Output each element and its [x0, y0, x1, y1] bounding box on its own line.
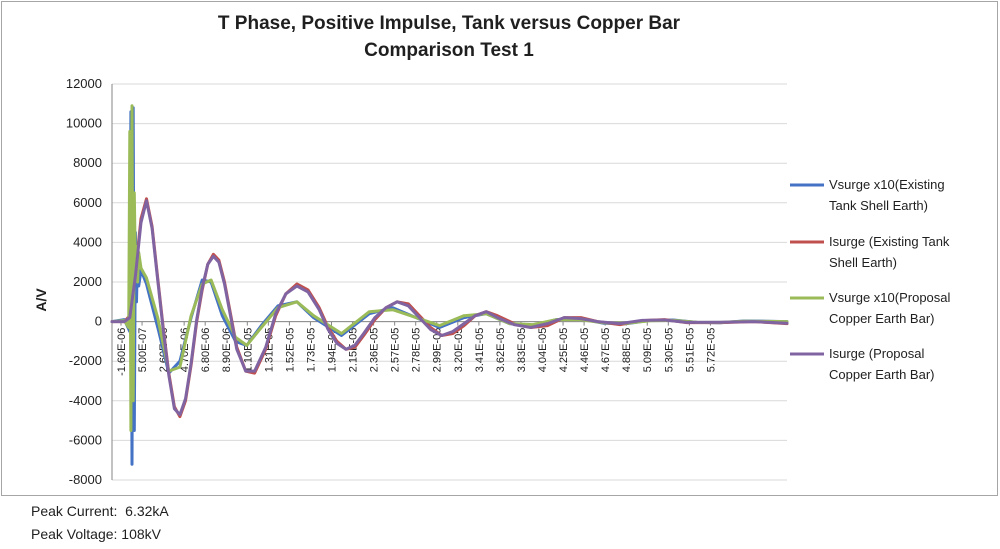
x-tick-label-12: 2.36E-05	[369, 328, 381, 373]
x-tick-label-17: 3.41E-05	[474, 328, 486, 373]
peak-current-note: Peak Current: 6.32kA	[31, 503, 169, 519]
x-tick-label-14: 2.78E-05	[411, 328, 423, 373]
legend-label-2: Vsurge x10(Proposal Copper Earth Bar)	[829, 290, 951, 326]
series-line-3	[110, 199, 789, 417]
y-tick-label-0: -8000	[69, 472, 102, 487]
x-tick-label-4: 6.80E-06	[200, 328, 212, 373]
x-tick-label-21: 4.25E-05	[558, 328, 570, 373]
x-tick-label-27: 5.51E-05	[684, 328, 696, 373]
y-tick-label-6: 4000	[73, 234, 102, 249]
legend-label-3: Isurge (Proposal Copper Earth Bar)	[829, 346, 935, 382]
x-tick-label-9: 1.73E-05	[305, 328, 317, 373]
x-tick-label-0: -1.60E-06	[116, 328, 128, 376]
x-tick-label-11: 2.15E-05	[348, 328, 360, 373]
series-layer	[110, 104, 789, 466]
x-tick-label-16: 3.20E-05	[453, 328, 465, 373]
y-tick-label-10: 12000	[66, 76, 102, 91]
x-tick-label-22: 4.46E-05	[579, 328, 591, 373]
peak-voltage-note: Peak Voltage: 108kV	[31, 526, 161, 542]
x-tick-label-8: 1.52E-05	[284, 328, 296, 373]
x-tick-label-1: 5.00E-07	[137, 328, 149, 373]
x-tick-label-25: 5.09E-05	[642, 328, 654, 373]
x-tick-label-5: 8.90E-06	[221, 328, 233, 373]
x-axis-ticks: -1.60E-06 5.00E-07 2.60E-06 4.70E-06 6.80E-0…	[112, 321, 787, 376]
x-tick-label-19: 3.83E-05	[516, 328, 528, 373]
x-tick-label-24: 4.88E-05	[621, 328, 633, 373]
y-tick-label-8: 8000	[73, 155, 102, 170]
legend-label-0: Vsurge x10(Existing Tank Shell Earth)	[829, 177, 945, 213]
x-tick-label-28: 5.72E-05	[705, 328, 717, 373]
series-line-2	[110, 104, 789, 432]
x-tick-label-7: 1.31E-05	[263, 328, 275, 373]
x-tick-label-20: 4.04E-05	[537, 328, 549, 373]
y-axis-ticks: -8000 -6000 -4000 -2000 0 2000 4000 6000 8000 100…	[66, 76, 113, 487]
y-tick-label-3: -2000	[69, 353, 102, 368]
y-tick-label-1: -6000	[69, 432, 102, 447]
x-tick-label-15: 2.99E-05	[432, 328, 444, 373]
legend-label-1: Isurge (Existing Tank Shell Earth)	[829, 234, 950, 270]
y-tick-label-2: -4000	[69, 393, 102, 408]
x-tick-label-23: 4.67E-05	[600, 328, 612, 373]
legend: Vsurge x10(Existing Tank Shell Earth) Isur…	[790, 177, 951, 382]
x-tick-label-18: 3.62E-05	[495, 328, 507, 373]
y-tick-label-7: 6000	[73, 195, 102, 210]
x-tick-label-13: 2.57E-05	[390, 328, 402, 373]
y-axis-label: A/V	[33, 288, 49, 312]
y-tick-label-4: 0	[95, 314, 102, 329]
x-tick-label-26: 5.30E-05	[663, 328, 675, 373]
chart-title-line-1: T Phase, Positive Impulse, Tank versus C…	[218, 13, 681, 34]
chart-frame: T Phase, Positive Impulse, Tank versus C…	[1, 1, 998, 496]
y-tick-label-9: 10000	[66, 116, 102, 131]
chart-svg: T Phase, Positive Impulse, Tank versus C…	[33, 13, 951, 487]
chart-title-line-2: Comparison Test 1	[364, 40, 534, 61]
series-line-1	[110, 197, 789, 419]
y-tick-label-5: 2000	[73, 274, 102, 289]
